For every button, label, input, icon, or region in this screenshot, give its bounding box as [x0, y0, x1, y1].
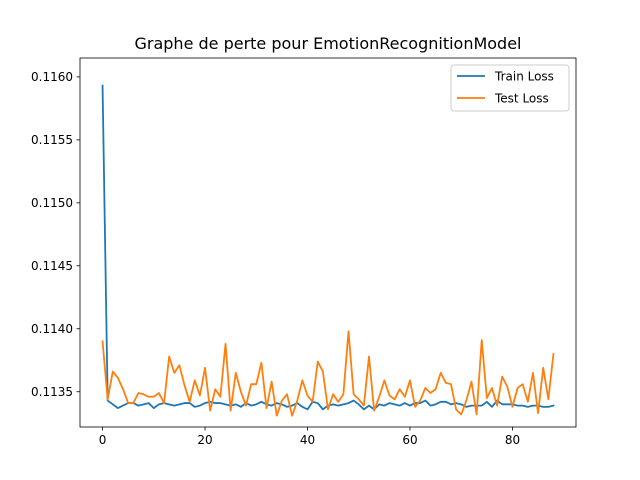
series-line-test-loss — [101, 330, 555, 417]
y-tick-label: 0.1140 — [31, 322, 73, 336]
x-tick-label: 40 — [300, 433, 315, 447]
x-tick-label: 60 — [402, 433, 417, 447]
legend-label-test-loss: Test Loss — [494, 91, 549, 105]
y-tick-label: 0.1155 — [31, 133, 73, 147]
y-tick-label: 0.1135 — [31, 385, 73, 399]
chart-title: Graphe de perte pour EmotionRecognitionM… — [134, 34, 521, 53]
y-tick-label: 0.1160 — [31, 70, 73, 84]
y-tick-label: 0.1145 — [31, 259, 73, 273]
axes: 0 20 40 60 80 0.1135 0.1140 0.1145 0.1150 0.1155 0… — [31, 57, 577, 447]
x-tick-label: 80 — [505, 433, 520, 447]
legend-label-train-loss: Train Loss — [494, 69, 554, 83]
axes-frame — [79, 57, 577, 428]
y-tick-label: 0.1150 — [31, 196, 73, 210]
x-tick-label: 20 — [197, 433, 212, 447]
plot-area — [101, 84, 555, 417]
legend: Train Loss Test Loss — [450, 64, 570, 112]
x-tick-label: 0 — [99, 433, 107, 447]
